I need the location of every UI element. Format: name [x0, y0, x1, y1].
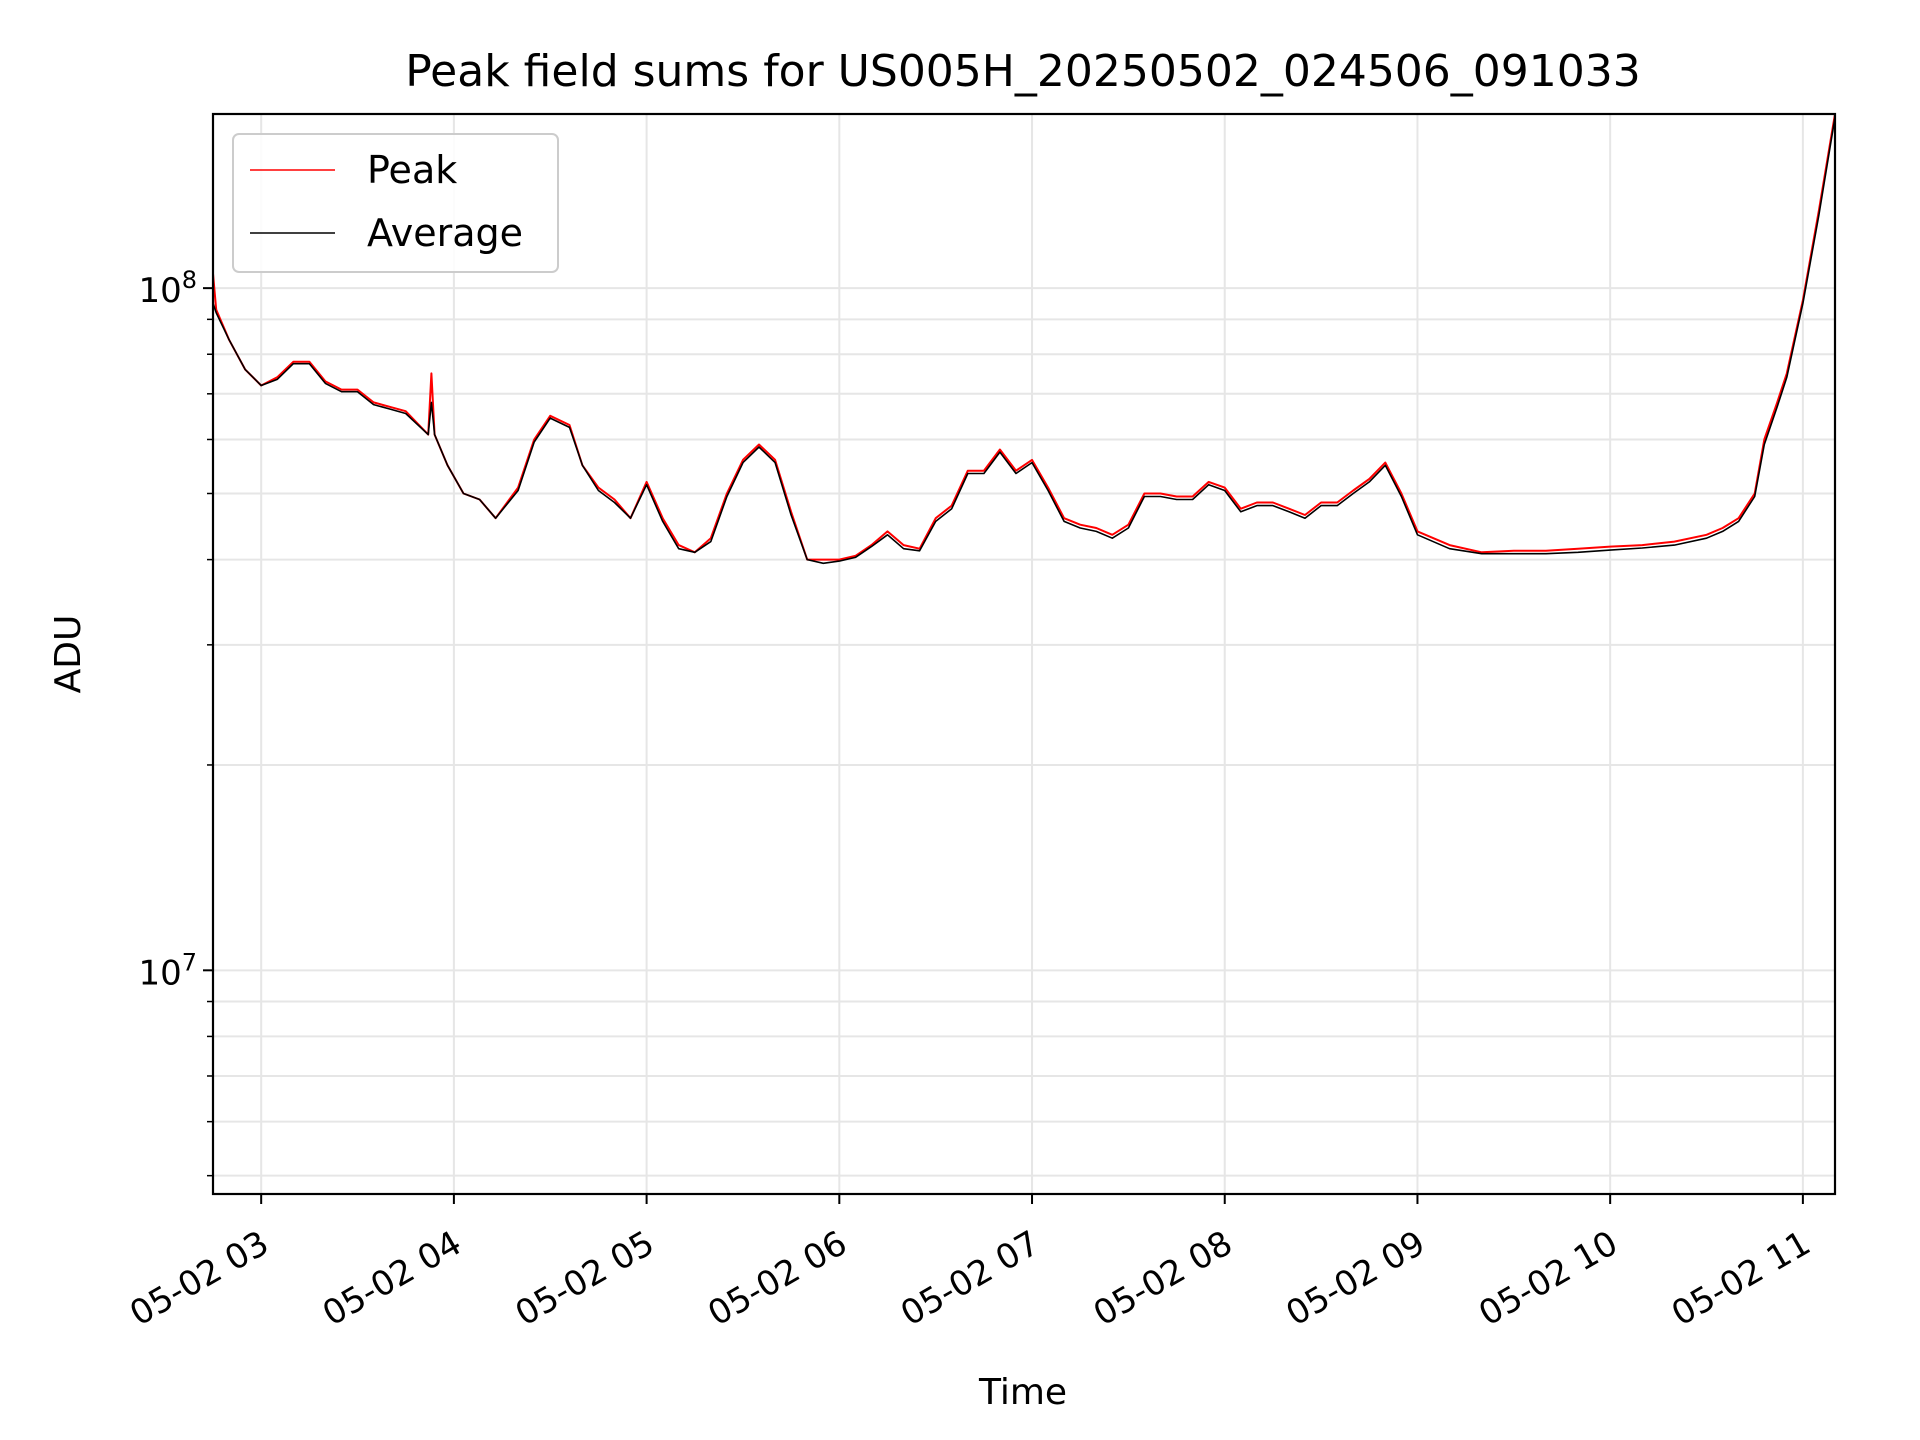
- plot-area: [211, 112, 1837, 1196]
- legend-label-peak: Peak: [367, 148, 457, 192]
- legend-label-average: Average: [367, 211, 523, 255]
- y-axis-label: ADU: [48, 615, 89, 694]
- chart-title: Peak field sums for US005H_20250502_0245…: [405, 46, 1641, 97]
- x-axis-label: Time: [978, 1372, 1067, 1413]
- series-line-average: [212, 117, 1836, 565]
- grid: [213, 114, 1835, 1194]
- y-tick-label: 108: [138, 266, 197, 311]
- y-tick-label: 107: [138, 948, 197, 993]
- series-layer: [212, 113, 1836, 565]
- legend-box: [232, 133, 559, 273]
- legend: Peak Average: [232, 133, 559, 273]
